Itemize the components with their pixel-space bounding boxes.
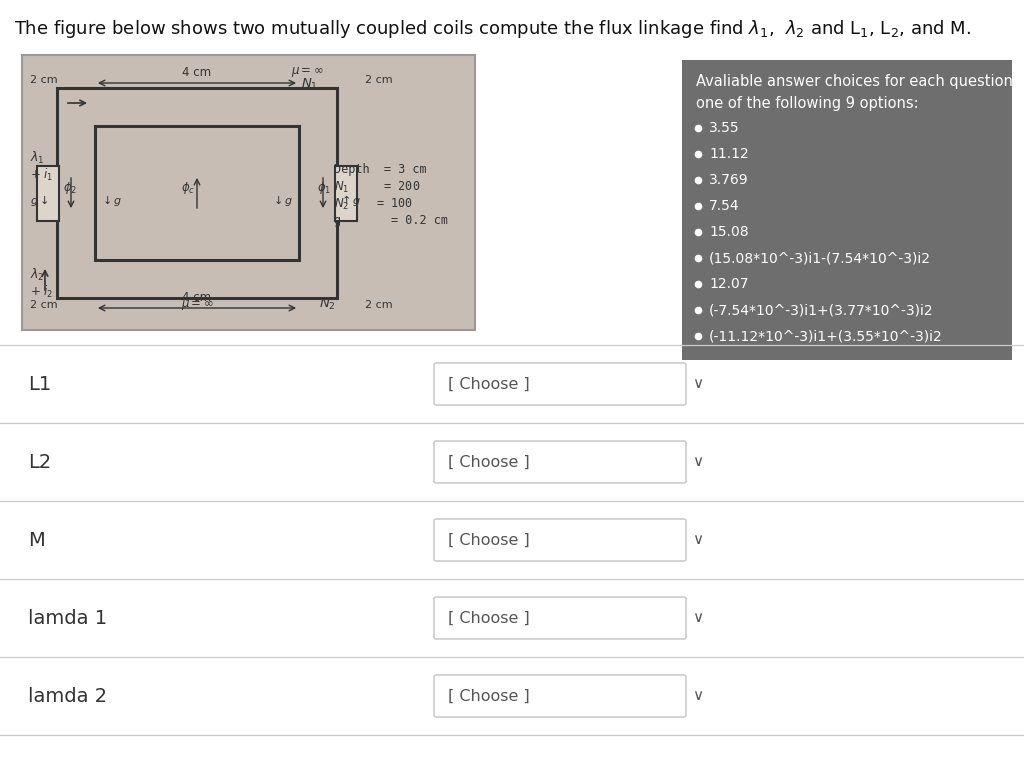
Text: $\lambda_2$: $\lambda_2$ — [30, 267, 45, 283]
Text: $g\downarrow$: $g\downarrow$ — [30, 194, 48, 208]
FancyBboxPatch shape — [434, 519, 686, 561]
Text: lamda 2: lamda 2 — [28, 686, 108, 705]
Bar — [95, 126, 299, 260]
Text: $N_1$     = 200: $N_1$ = 200 — [334, 180, 420, 195]
Text: $\phi_2$: $\phi_2$ — [63, 180, 77, 196]
Bar — [682, 60, 1012, 360]
Text: [ Choose ]: [ Choose ] — [449, 532, 529, 548]
Text: $N_1$: $N_1$ — [301, 77, 317, 92]
Text: [ Choose ]: [ Choose ] — [449, 689, 529, 703]
Text: $N_2$    = 100: $N_2$ = 100 — [334, 197, 414, 212]
Text: 15.08: 15.08 — [709, 225, 749, 239]
Text: ∨: ∨ — [692, 377, 703, 391]
Text: $\phi_1$: $\phi_1$ — [316, 180, 331, 196]
Text: 3.55: 3.55 — [709, 121, 739, 135]
Text: g       = 0.2 cm: g = 0.2 cm — [334, 214, 449, 227]
Text: (-7.54*10^-3)i1+(3.77*10^-3)i2: (-7.54*10^-3)i1+(3.77*10^-3)i2 — [709, 303, 934, 317]
Text: 2 cm: 2 cm — [30, 300, 57, 310]
Text: (-11.12*10^-3)i1+(3.55*10^-3)i2: (-11.12*10^-3)i1+(3.55*10^-3)i2 — [709, 329, 943, 343]
Text: 3.769: 3.769 — [709, 173, 749, 187]
FancyBboxPatch shape — [434, 675, 686, 717]
Text: $+\ i_1$: $+\ i_1$ — [30, 167, 53, 183]
Text: one of the following 9 options:: one of the following 9 options: — [696, 96, 919, 111]
Text: [ Choose ]: [ Choose ] — [449, 454, 529, 470]
Text: ∨: ∨ — [692, 689, 703, 703]
Text: [ Choose ]: [ Choose ] — [449, 611, 529, 626]
Text: 2 cm: 2 cm — [365, 75, 392, 85]
Text: $\lambda_1$: $\lambda_1$ — [30, 150, 45, 166]
Text: ∨: ∨ — [692, 454, 703, 470]
Text: $\downarrow g$: $\downarrow g$ — [100, 194, 122, 208]
Text: M: M — [28, 531, 45, 549]
Text: $\uparrow g$: $\uparrow g$ — [339, 194, 361, 208]
Text: (15.08*10^-3)i1-(7.54*10^-3)i2: (15.08*10^-3)i1-(7.54*10^-3)i2 — [709, 251, 931, 265]
Text: 4 cm: 4 cm — [182, 66, 212, 79]
Text: $\mu = \infty$: $\mu = \infty$ — [180, 298, 213, 312]
Text: L2: L2 — [28, 453, 51, 472]
Text: 7.54: 7.54 — [709, 199, 739, 213]
FancyBboxPatch shape — [434, 597, 686, 639]
Text: 2 cm: 2 cm — [30, 75, 57, 85]
Text: $+\ i_2$: $+\ i_2$ — [30, 284, 53, 300]
Text: 12.07: 12.07 — [709, 277, 749, 291]
Text: The figure below shows two mutually coupled coils compute the flux linkage find : The figure below shows two mutually coup… — [14, 18, 971, 40]
FancyBboxPatch shape — [434, 441, 686, 483]
Text: 2 cm: 2 cm — [365, 300, 392, 310]
Bar — [22, 55, 475, 330]
Bar — [335, 165, 357, 221]
Text: lamda 1: lamda 1 — [28, 608, 108, 627]
Text: Avaliable answer choices for each question is: Avaliable answer choices for each questi… — [696, 74, 1024, 89]
Text: ∨: ∨ — [692, 611, 703, 626]
Text: 11.12: 11.12 — [709, 147, 749, 161]
Text: [ Choose ]: [ Choose ] — [449, 377, 529, 391]
FancyBboxPatch shape — [434, 363, 686, 405]
Text: $N_2$: $N_2$ — [318, 297, 336, 312]
Text: Depth  = 3 cm: Depth = 3 cm — [334, 163, 427, 176]
Bar — [37, 165, 59, 221]
Text: L1: L1 — [28, 375, 51, 394]
Bar — [57, 88, 337, 298]
Text: $\phi_c$: $\phi_c$ — [181, 180, 195, 196]
Text: $\downarrow g$: $\downarrow g$ — [271, 194, 293, 208]
Text: $\mu = \infty$: $\mu = \infty$ — [291, 65, 324, 79]
Text: 4 cm: 4 cm — [182, 291, 212, 304]
Text: ∨: ∨ — [692, 532, 703, 548]
